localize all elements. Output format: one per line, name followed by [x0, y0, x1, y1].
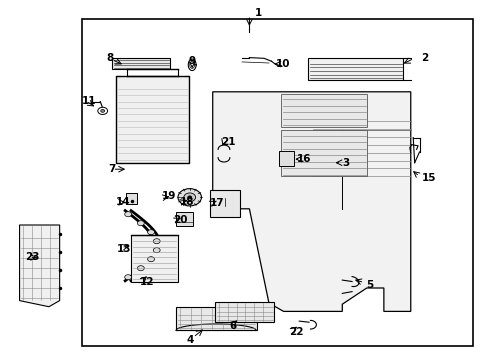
- Polygon shape: [212, 92, 410, 311]
- Polygon shape: [20, 225, 60, 307]
- Circle shape: [137, 266, 144, 271]
- Circle shape: [178, 189, 201, 206]
- Text: 7: 7: [108, 164, 116, 174]
- Text: 22: 22: [289, 327, 304, 337]
- Bar: [278, 151, 294, 166]
- Bar: [126, 193, 137, 204]
- Circle shape: [187, 196, 191, 199]
- Bar: [215, 302, 273, 322]
- Bar: [112, 58, 170, 69]
- Text: 12: 12: [139, 276, 154, 287]
- Text: 5: 5: [365, 280, 372, 290]
- Text: 16: 16: [297, 154, 311, 164]
- Bar: [307, 58, 403, 80]
- Circle shape: [98, 107, 107, 114]
- Bar: [176, 307, 256, 330]
- Text: 1: 1: [254, 8, 261, 18]
- Bar: [131, 235, 177, 282]
- Circle shape: [147, 230, 154, 235]
- Circle shape: [183, 193, 195, 202]
- Text: 10: 10: [276, 59, 290, 69]
- Text: 17: 17: [210, 198, 224, 208]
- Text: 14: 14: [116, 197, 130, 207]
- Text: 4: 4: [185, 335, 193, 345]
- Bar: [281, 130, 366, 176]
- Circle shape: [147, 257, 154, 262]
- Circle shape: [101, 109, 104, 112]
- Text: 6: 6: [229, 321, 237, 331]
- Text: 18: 18: [180, 197, 194, 207]
- Text: 21: 21: [221, 137, 236, 147]
- Circle shape: [153, 239, 160, 244]
- Text: 13: 13: [116, 244, 131, 254]
- Bar: [210, 190, 239, 217]
- Bar: [281, 94, 366, 127]
- Text: 19: 19: [161, 191, 175, 201]
- Text: 20: 20: [173, 215, 188, 225]
- Circle shape: [137, 221, 144, 226]
- Circle shape: [124, 212, 131, 217]
- Circle shape: [124, 275, 131, 280]
- Text: 2: 2: [421, 53, 428, 63]
- Text: 3: 3: [342, 158, 349, 168]
- Text: 8: 8: [106, 53, 114, 63]
- Text: 9: 9: [188, 56, 195, 66]
- Text: 11: 11: [81, 96, 96, 106]
- Text: 23: 23: [25, 252, 40, 262]
- Bar: [82, 19, 472, 346]
- Bar: [176, 212, 193, 226]
- Text: 15: 15: [421, 173, 435, 183]
- Circle shape: [153, 248, 160, 253]
- Bar: [116, 76, 188, 163]
